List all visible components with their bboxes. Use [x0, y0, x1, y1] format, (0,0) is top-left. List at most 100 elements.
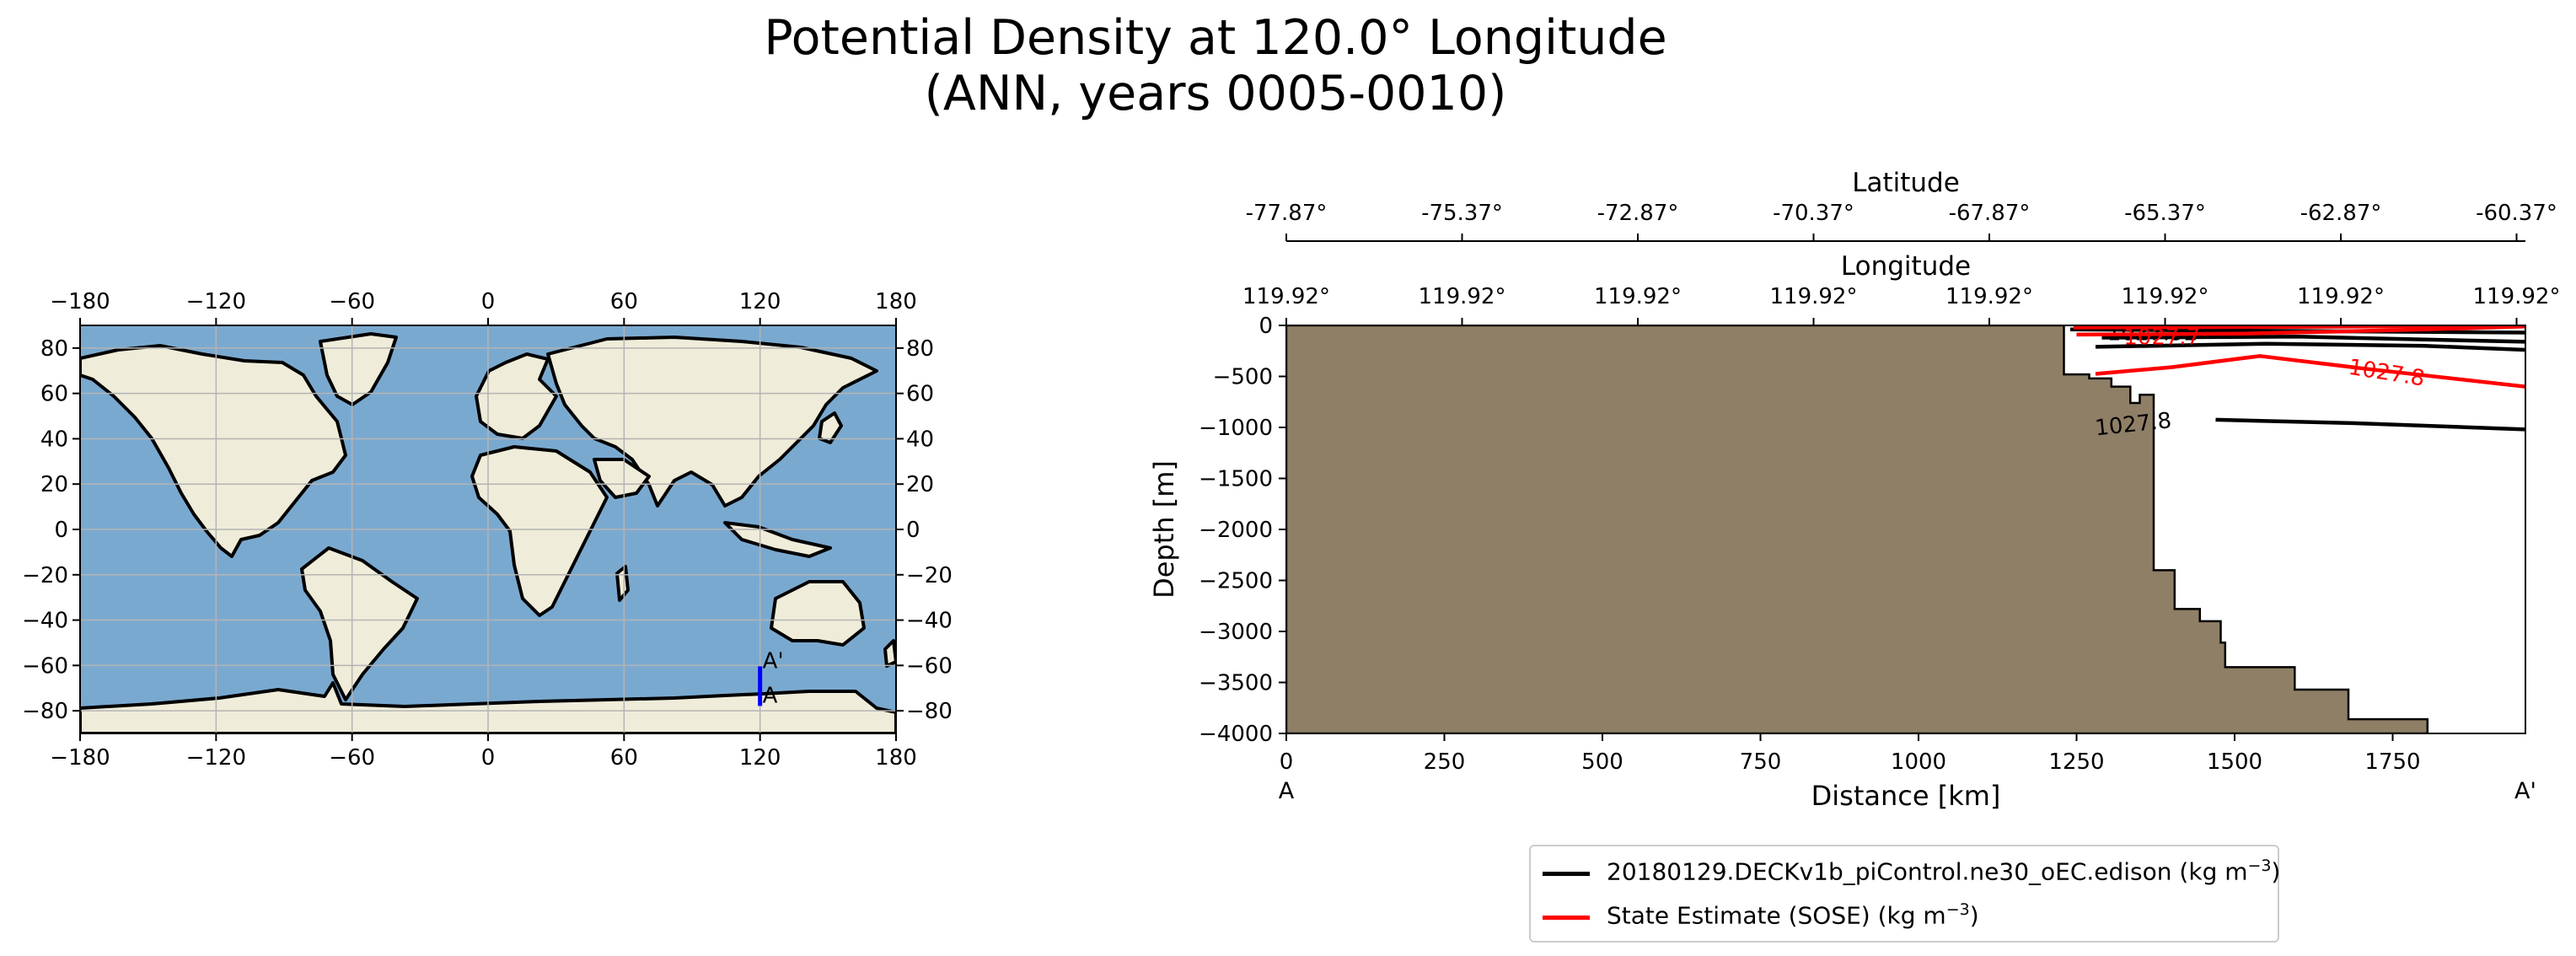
x-axis-label: Distance [km]: [1811, 780, 2001, 812]
legend-label-obs: State Estimate (SOSE) (kg m−3): [1607, 900, 1979, 930]
continent-australia: [770, 580, 866, 647]
transect-start-label: A: [763, 683, 778, 708]
section-start-label: A: [1279, 778, 1295, 804]
continent-greenland: [319, 332, 398, 406]
section-y-tick-label: −500: [1213, 365, 1273, 390]
map-lat-tick-label-right: −40: [906, 609, 953, 634]
legend-label-model: 20180129.DECKv1b_piControl.ne30_oEC.edis…: [1607, 857, 2281, 886]
map-lat-tick-label-right: 60: [906, 382, 934, 407]
map-lon-tick-label-top: −180: [50, 289, 110, 314]
legend-entry-model: 20180129.DECKv1b_piControl.ne30_oEC.edis…: [1531, 851, 2281, 894]
section-top-axes: 119.92° 119.92° 119.92° 119.92° 119.92° 119.9…: [1242, 168, 2560, 325]
section-x-tick-label: 1750: [2364, 749, 2420, 775]
map-lat-tick-label-left: −20: [22, 563, 68, 588]
map-lon-tick-label-bottom: −180: [50, 745, 110, 771]
map-lon-tick-label-top: 120: [739, 289, 781, 314]
latitude-tick-label: -75.37°: [1421, 201, 1503, 226]
continent-europe: [475, 352, 558, 440]
section-y-tick-label: −1000: [1199, 416, 1273, 441]
section-x-tick-label: 750: [1740, 749, 1782, 775]
map-lat-tick-label-left: 20: [40, 472, 68, 497]
section-y-tick-label: −4000: [1199, 722, 1273, 747]
legend: 20180129.DECKv1b_piControl.ne30_oEC.edis…: [1529, 845, 2281, 943]
map-transect: A A': [758, 648, 784, 708]
section-x-tick-label: 1000: [1891, 749, 1946, 775]
map-lat-tick-label-left: 80: [40, 336, 68, 362]
map-lon-tick-label-bottom: −60: [329, 745, 375, 771]
map-lon-tick-label-bottom: −120: [186, 745, 246, 771]
transect-end-label: A': [763, 648, 784, 674]
longitude-tick-label: 119.92°: [1945, 284, 2033, 309]
legend-swatch-model: [1543, 872, 1590, 876]
longitude-tick-label: 119.92°: [1419, 284, 1506, 309]
latitude-tick-label: -72.87°: [1597, 201, 1679, 226]
figure-title-line1: Potential Density at 120.0° Longitude: [764, 10, 1667, 66]
map-lat-tick-label-right: 80: [906, 336, 934, 362]
contour-line-model: [2069, 327, 2525, 335]
continent-asia: [546, 336, 878, 508]
y-axis-label: Depth [m]: [1148, 460, 1180, 599]
longitude-tick-label: 119.92°: [1594, 284, 1682, 309]
map-lat-tick-label-left: 0: [54, 518, 68, 543]
section-y-tick-label: −2000: [1199, 518, 1273, 543]
seafloor-topography: [1286, 325, 2429, 733]
section-y-tick-label: 0: [1258, 314, 1273, 339]
contour-line-obs: [2095, 354, 2525, 389]
map-lat-tick-label-left: 60: [40, 382, 68, 407]
legend-entry-obs: State Estimate (SOSE) (kg m−3): [1531, 895, 2278, 937]
latitude-tick-label: -77.87°: [1246, 201, 1328, 226]
section-y-tick-label: −1500: [1199, 467, 1273, 492]
longitude-axis-label: Longitude: [1841, 251, 1971, 282]
section-y-tick-label: −2500: [1199, 569, 1273, 594]
longitude-tick-label: 119.92°: [2297, 284, 2385, 309]
map-lat-tick-label-right: 40: [906, 427, 934, 452]
map-lat-tick-label-left: −80: [22, 699, 68, 724]
map-lat-tick-label-left: −60: [22, 653, 68, 679]
section-y-tick-label: −3000: [1199, 620, 1273, 645]
latitude-tick-label: -65.37°: [2124, 201, 2206, 226]
section-x-tick-label: 1250: [2048, 749, 2104, 775]
map-lon-tick-label-top: −120: [186, 289, 246, 314]
latitude-tick-label: -70.37°: [1773, 201, 1854, 226]
map-panel: A A' −180 −180 −120 −120 −60 −60 0 0 60 60 120 120 18…: [22, 289, 953, 771]
continent-south-america: [300, 546, 419, 701]
section-x-tick-label: 250: [1424, 749, 1466, 775]
landmass-japan: [818, 411, 843, 444]
map-lat-tick-label-right: −60: [906, 653, 953, 679]
legend-swatch-obs: [1543, 916, 1590, 920]
map-lat-tick-label-right: 0: [906, 518, 920, 543]
map-lat-tick-label-left: −40: [22, 609, 68, 634]
longitude-tick-label: 119.92°: [2122, 284, 2209, 309]
contour-line-model: [2101, 335, 2525, 344]
map-lat-tick-label-left: 40: [40, 427, 68, 452]
latitude-tick-label: -67.87°: [1949, 201, 2031, 226]
section-end-label: A': [2514, 778, 2536, 804]
section-x-tick-label: 500: [1581, 749, 1623, 775]
continent-africa: [470, 445, 609, 617]
section-y-tick-label: −3500: [1199, 671, 1273, 696]
figure-title-line2: (ANN, years 0005-0010): [924, 66, 1507, 121]
map-ticks: −180 −180 −120 −120 −60 −60 0 0 60 60 120 120 180 180…: [22, 289, 953, 771]
map-lat-tick-label-right: 20: [906, 472, 934, 497]
map-lon-tick-label-bottom: 60: [610, 745, 638, 771]
contour-label-obs: 1027.7: [2123, 325, 2200, 350]
map-land: [80, 332, 896, 733]
map-lat-tick-label-right: −20: [906, 563, 953, 588]
latitude-tick-label: -62.87°: [2300, 201, 2382, 226]
longitude-tick-label: 119.92°: [2473, 284, 2561, 309]
contour-line-obs: [2076, 325, 2525, 337]
map-lon-tick-label-bottom: 0: [481, 745, 496, 771]
map-lat-tick-label-right: −80: [906, 699, 953, 724]
longitude-tick-label: 119.92°: [1770, 284, 1858, 309]
section-x-tick-label: 0: [1280, 749, 1294, 775]
latitude-tick-label: -60.37°: [2476, 201, 2557, 226]
map-gridlines: [80, 325, 896, 733]
section-x-tick-label: 1500: [2207, 749, 2262, 775]
latitude-axis-label: Latitude: [1852, 168, 1960, 198]
map-lon-tick-label-bottom: 120: [739, 745, 781, 771]
landmass-new-zealand: [883, 639, 896, 668]
map-lon-tick-label-top: −60: [329, 289, 375, 314]
map-lon-tick-label-bottom: 180: [875, 745, 917, 771]
